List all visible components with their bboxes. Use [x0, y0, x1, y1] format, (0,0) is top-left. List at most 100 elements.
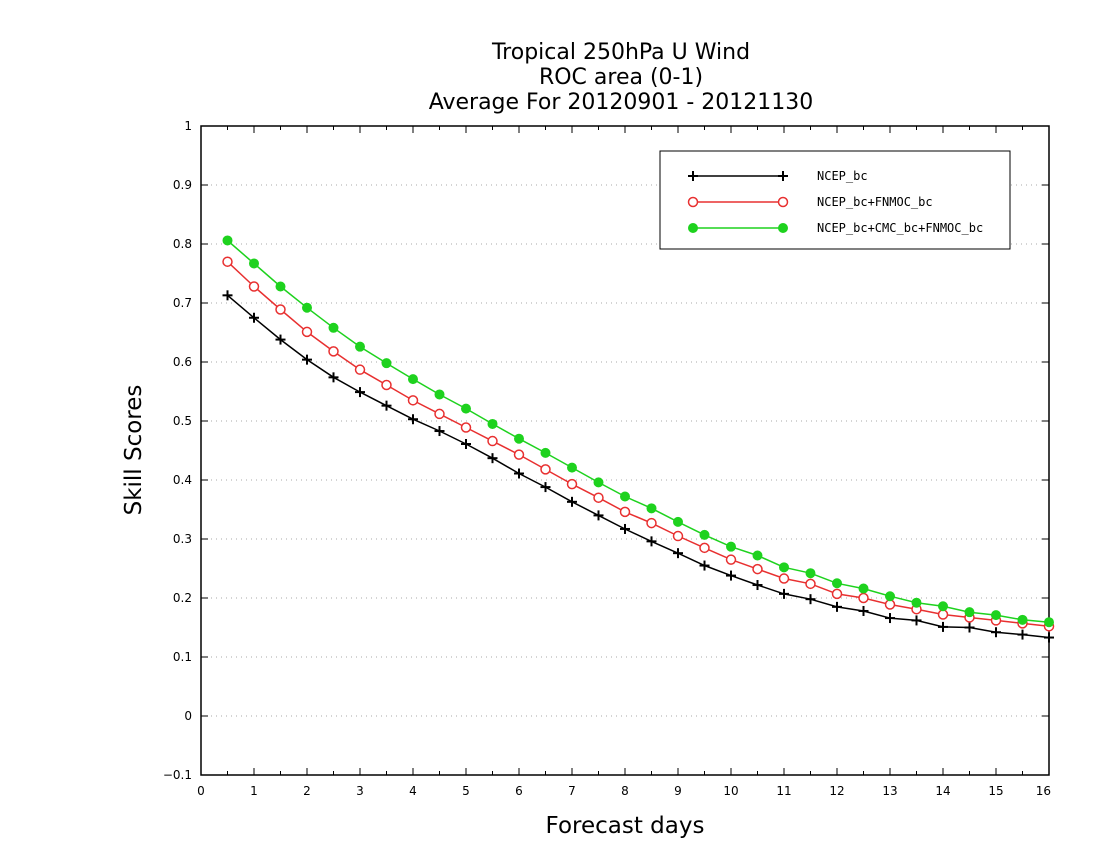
data-point [302, 302, 312, 313]
data-point [381, 358, 392, 369]
data-point [407, 395, 419, 406]
legend-entry-1: NCEP_bc [688, 169, 868, 183]
y-axis: −0.1 0 0.1 0.2 0.3 0.4 0.5 0.6 0.7 0.8 0.9 1 [163, 119, 1049, 782]
data-point [938, 601, 948, 612]
y-tick-label: 0.8 [173, 237, 192, 251]
data-point [619, 506, 631, 518]
title-line-1: Tropical 250hPa U Wind [491, 40, 750, 65]
data-point [911, 615, 922, 626]
data-point [248, 281, 260, 292]
data-point [805, 578, 816, 590]
title-line-3: Average For 20120901 - 20121130 [429, 90, 814, 115]
data-point [964, 622, 975, 633]
data-point [593, 510, 604, 521]
data-point [408, 374, 418, 385]
legend-label: NCEP_bc+FNMOC_bc [817, 195, 933, 209]
data-point [567, 496, 577, 507]
x-tick-label: 3 [356, 784, 364, 798]
data-point [593, 477, 604, 488]
legend-label: NCEP_bc+CMC_bc+FNMOC_bc [817, 221, 983, 235]
data-point [699, 560, 710, 571]
legend-box [659, 150, 1011, 250]
data-point [991, 627, 1001, 638]
data-point [461, 439, 471, 450]
data-point [646, 536, 657, 547]
data-point [858, 605, 869, 616]
data-point [778, 573, 790, 584]
x-tick-label: 5 [462, 784, 470, 798]
data-point [222, 256, 233, 267]
y-tick-label: 0.4 [173, 473, 192, 487]
data-point [646, 517, 657, 529]
x-tick-label: 7 [568, 784, 576, 798]
legend-marker [778, 171, 788, 181]
data-point [620, 491, 630, 502]
data-point [540, 464, 551, 475]
data-point [752, 563, 763, 575]
data-point [646, 503, 657, 514]
x-tick-label: 2 [303, 784, 311, 798]
series-1 [222, 290, 1054, 643]
data-point [328, 372, 339, 383]
y-tick-label: 0.9 [173, 178, 192, 192]
x-tick-label: 8 [621, 784, 629, 798]
data-point [460, 422, 472, 433]
data-point [513, 449, 525, 460]
data-point [831, 588, 843, 600]
series-line [227, 239, 1050, 623]
legend-marker [688, 223, 698, 233]
x-tick-label: 13 [882, 784, 897, 798]
data-point [1017, 614, 1028, 625]
data-point [566, 478, 578, 490]
data-point [434, 408, 445, 420]
data-point [354, 364, 366, 375]
data-point [249, 258, 259, 269]
data-point [514, 433, 524, 444]
data-point [832, 601, 842, 612]
data-point [699, 542, 710, 554]
x-axis-label: Forecast days [546, 813, 705, 839]
x-tick-label: 9 [674, 784, 682, 798]
data-point [884, 599, 896, 610]
data-point [858, 592, 869, 604]
data-point [1044, 632, 1054, 643]
x-tick-label: 16 [1036, 784, 1051, 798]
data-point [434, 389, 445, 400]
series-line [226, 261, 1050, 628]
data-point [275, 281, 286, 292]
data-point [805, 568, 816, 579]
y-tick-label: 0.3 [173, 532, 192, 546]
y-tick-label: 1 [184, 119, 192, 133]
legend-marker [687, 196, 699, 208]
data-point [725, 554, 737, 565]
data-point [540, 482, 551, 493]
data-point [514, 468, 524, 479]
data-point [222, 235, 233, 246]
data-point [381, 400, 392, 411]
legend-marker [777, 196, 789, 208]
data-point [408, 414, 418, 425]
data-point [726, 570, 736, 581]
data-point [275, 304, 286, 315]
data-point [699, 529, 710, 540]
data-point [885, 591, 895, 602]
y-tick-label: 0.1 [173, 650, 192, 664]
data-point [355, 341, 365, 352]
data-point [937, 609, 949, 620]
x-tick-label: 1 [250, 784, 258, 798]
x-tick-label: 0 [197, 784, 205, 798]
series-3 [222, 235, 1054, 628]
data-point [938, 621, 948, 632]
data-point [355, 387, 365, 398]
legend-marker [778, 223, 788, 233]
data-point [461, 403, 471, 414]
data-point [964, 607, 975, 618]
y-tick-label: 0 [184, 709, 192, 723]
data-point [779, 588, 789, 599]
data-point [275, 334, 286, 345]
y-tick-label: 0.6 [173, 355, 192, 369]
data-point [249, 312, 259, 323]
x-tick-label: 11 [776, 784, 791, 798]
